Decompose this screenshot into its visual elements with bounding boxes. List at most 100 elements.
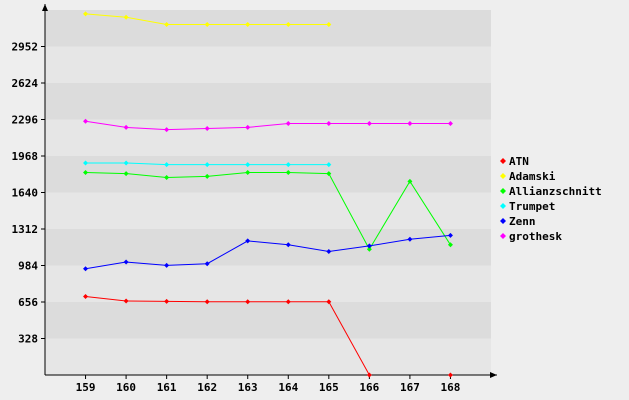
y-tick-label: 1312 — [12, 223, 39, 236]
data-point — [83, 11, 89, 17]
data-point — [447, 242, 453, 248]
legend-label: Adamski — [509, 170, 556, 183]
data-point — [164, 127, 170, 133]
x-tick-label: 168 — [441, 381, 461, 394]
x-tick-label: 162 — [197, 381, 217, 394]
data-point — [164, 21, 170, 27]
grid-band — [45, 10, 491, 47]
series-zenn — [83, 232, 453, 272]
grid-band — [45, 265, 491, 302]
x-tick-label: 161 — [157, 381, 177, 394]
data-point — [245, 162, 251, 168]
legend-label: grothesk — [509, 230, 562, 243]
x-axis-ticks: 159 160 161 162 163 164 165 166 167 168 — [76, 375, 461, 394]
series-layer — [83, 11, 453, 378]
x-tick-label: 159 — [76, 381, 96, 394]
grid-band — [45, 83, 491, 120]
data-point — [285, 121, 291, 127]
y-tick-label: 656 — [18, 296, 38, 309]
data-point — [164, 298, 170, 304]
series-line — [85, 120, 451, 131]
data-point — [164, 262, 170, 268]
data-point — [366, 372, 372, 378]
x-tick-label: 166 — [359, 381, 379, 394]
legend-marker — [500, 173, 506, 179]
data-point — [123, 14, 129, 20]
data-point — [285, 162, 291, 168]
legend-marker — [500, 233, 506, 239]
legend-marker — [500, 158, 506, 164]
legend-label: ATN — [509, 155, 529, 168]
data-point — [245, 124, 251, 130]
data-point — [204, 126, 210, 132]
series-line — [85, 234, 451, 270]
data-point — [123, 124, 129, 130]
data-point — [204, 162, 210, 168]
grid-band — [45, 302, 491, 339]
legend: ATN Adamski Allianzschnitt Trumpet Zenn groth… — [500, 155, 602, 243]
data-point — [245, 299, 251, 305]
series-atn — [83, 294, 453, 378]
series-allianzschnitt — [83, 169, 453, 252]
legend-item: grothesk — [500, 230, 562, 243]
data-point — [164, 162, 170, 168]
data-point — [204, 299, 210, 305]
data-point — [83, 160, 89, 166]
x-tick-label: 163 — [238, 381, 258, 394]
data-point — [407, 236, 413, 242]
data-point — [366, 243, 372, 249]
x-tick-label: 164 — [278, 381, 298, 394]
data-point — [204, 261, 210, 267]
legend-item: Trumpet — [500, 200, 555, 213]
y-tick-label: 1640 — [12, 187, 39, 200]
series-line — [85, 171, 451, 251]
grid-band — [45, 156, 491, 193]
data-point — [204, 21, 210, 27]
axes — [42, 4, 497, 378]
data-point — [407, 121, 413, 127]
data-point — [83, 266, 89, 272]
legend-label: Zenn — [509, 215, 536, 228]
y-axis-arrow — [42, 4, 48, 11]
data-point — [123, 298, 129, 304]
data-point — [245, 238, 251, 244]
y-tick-label: 328 — [18, 333, 38, 346]
data-point — [204, 173, 210, 179]
grid-band — [45, 46, 491, 83]
grid-band — [45, 192, 491, 229]
x-tick-label: 167 — [400, 381, 420, 394]
data-point — [245, 21, 251, 27]
plot-background-bands — [45, 10, 491, 375]
data-point — [83, 118, 89, 124]
data-point — [366, 121, 372, 127]
x-axis-arrow — [490, 372, 497, 378]
grid-band — [45, 229, 491, 266]
data-point — [447, 232, 453, 238]
data-point — [326, 299, 332, 305]
legend-label: Allianzschnitt — [509, 185, 602, 198]
data-point — [326, 121, 332, 127]
y-axis-ticks: 328 656 984 1312 1640 1968 2296 2624 2952 — [12, 41, 45, 346]
data-point — [123, 259, 129, 265]
x-tick-label: 160 — [116, 381, 136, 394]
data-point — [123, 171, 129, 177]
legend-item: ATN — [500, 155, 529, 168]
legend-label: Trumpet — [509, 200, 555, 213]
x-tick-label: 165 — [319, 381, 339, 394]
y-tick-label: 2296 — [12, 114, 39, 127]
data-point — [326, 248, 332, 254]
y-tick-label: 2624 — [12, 77, 39, 90]
y-tick-label: 2952 — [12, 41, 39, 54]
data-point — [447, 121, 453, 127]
data-point — [407, 178, 413, 184]
data-point — [326, 21, 332, 27]
series-adamski — [83, 11, 332, 27]
data-point — [326, 171, 332, 177]
legend-item: Adamski — [500, 170, 556, 183]
legend-item: Zenn — [500, 215, 536, 228]
data-point — [164, 174, 170, 180]
data-point — [123, 160, 129, 166]
data-point — [83, 294, 89, 300]
data-point — [285, 21, 291, 27]
